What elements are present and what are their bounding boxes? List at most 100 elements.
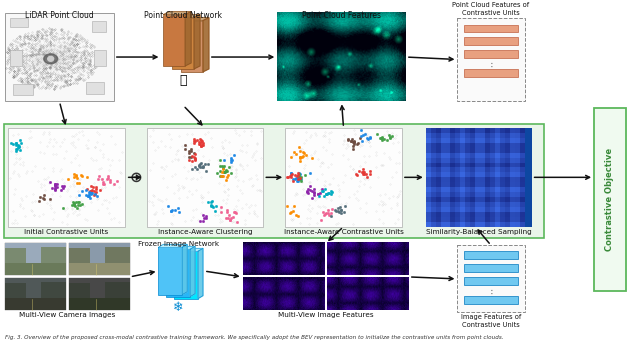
Bar [476, 128, 481, 133]
Bar [480, 202, 486, 207]
Bar [500, 207, 506, 212]
Bar [451, 168, 456, 173]
Text: Fig. 3. Overview of the proposed cross-modal contrastive training framework. We : Fig. 3. Overview of the proposed cross-m… [5, 335, 504, 340]
Bar [426, 158, 431, 163]
Bar [440, 177, 446, 183]
Bar [445, 217, 451, 222]
Bar [456, 187, 461, 193]
Bar [485, 207, 491, 212]
Polygon shape [190, 246, 195, 297]
Bar [485, 138, 491, 143]
Bar [445, 172, 451, 178]
Bar [520, 207, 525, 212]
Bar [495, 133, 500, 139]
Bar [69, 278, 130, 311]
Bar [451, 143, 456, 148]
Bar [500, 202, 506, 207]
Bar [456, 128, 461, 133]
Bar [470, 138, 476, 143]
Bar [5, 278, 66, 291]
Bar [510, 177, 515, 183]
Bar [495, 182, 500, 188]
Bar [480, 207, 486, 212]
Bar [470, 212, 476, 217]
Bar [5, 298, 66, 311]
Bar [445, 182, 451, 188]
Bar [505, 207, 510, 212]
Bar [515, 153, 520, 158]
Bar [440, 128, 446, 133]
Bar [426, 143, 431, 148]
Bar [515, 133, 520, 139]
Bar [510, 143, 515, 148]
Bar [436, 138, 441, 143]
Bar [495, 143, 500, 148]
Bar [490, 177, 495, 183]
Bar [490, 133, 495, 139]
Bar [495, 192, 500, 198]
Bar [440, 212, 446, 217]
Polygon shape [44, 54, 58, 64]
Bar [465, 128, 471, 133]
Bar [505, 162, 510, 168]
Text: ⋮: ⋮ [486, 289, 496, 299]
Bar [426, 162, 431, 168]
Bar [436, 133, 441, 139]
Bar [470, 217, 476, 222]
Bar [520, 197, 525, 202]
Bar [470, 197, 476, 202]
Bar [426, 133, 431, 139]
Bar [485, 148, 491, 153]
Bar [465, 138, 471, 143]
Bar [500, 177, 506, 183]
Bar [456, 202, 461, 207]
Bar [436, 207, 441, 212]
Bar [476, 177, 481, 183]
Text: Instance-Aware Contrastive Units: Instance-Aware Contrastive Units [284, 228, 403, 235]
Bar [476, 217, 481, 222]
Bar [490, 212, 495, 217]
Bar [456, 177, 461, 183]
Bar [147, 128, 263, 227]
Bar [500, 192, 506, 198]
Bar [460, 217, 466, 222]
Bar [480, 222, 486, 227]
Bar [465, 172, 471, 178]
Bar [485, 143, 491, 148]
Bar [520, 192, 525, 198]
Bar [594, 108, 626, 291]
Bar [490, 143, 495, 148]
Bar [460, 177, 466, 183]
Bar [505, 192, 510, 198]
Bar [480, 148, 486, 153]
Bar [470, 162, 476, 168]
Polygon shape [198, 248, 203, 299]
Bar [94, 50, 106, 66]
Bar [431, 207, 436, 212]
Bar [476, 187, 481, 193]
Bar [456, 138, 461, 143]
Bar [451, 177, 456, 183]
Polygon shape [181, 17, 209, 21]
Bar [426, 202, 431, 207]
Bar [470, 133, 476, 139]
Bar [460, 162, 466, 168]
Bar [440, 143, 446, 148]
Bar [476, 192, 481, 198]
Bar [520, 187, 525, 193]
Bar [476, 133, 481, 139]
Bar [476, 222, 481, 227]
Bar [510, 192, 515, 198]
Bar [456, 148, 461, 153]
Bar [460, 148, 466, 153]
Bar [465, 153, 471, 158]
Bar [490, 162, 495, 168]
Bar [456, 168, 461, 173]
Polygon shape [166, 246, 195, 249]
Bar [431, 133, 436, 139]
Bar [42, 281, 66, 298]
Bar [465, 50, 518, 58]
Bar [460, 187, 466, 193]
Bar [510, 138, 515, 143]
Bar [520, 162, 525, 168]
